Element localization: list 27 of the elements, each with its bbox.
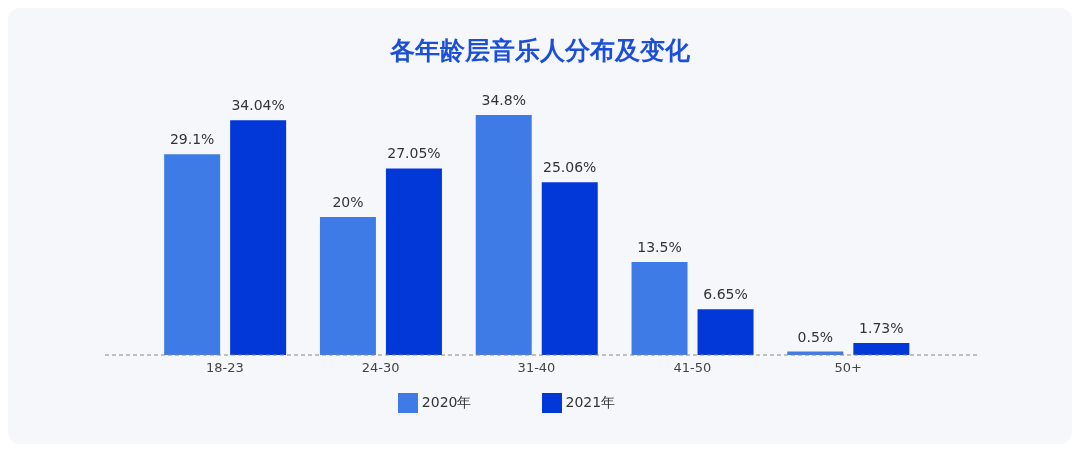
bar [164, 154, 221, 355]
data-label: 1.73% [859, 320, 904, 337]
data-label: 25.06% [543, 159, 597, 176]
data-label: 6.65% [703, 286, 748, 303]
data-label: 13.5% [637, 238, 682, 255]
x-tick-label: 41-50 [673, 360, 712, 376]
x-tick-label: 31-40 [517, 360, 556, 376]
legend-label: 2021年 [565, 394, 616, 410]
bar [230, 120, 287, 355]
bar [385, 168, 442, 355]
bar [475, 115, 532, 355]
chart-title: 各年龄层音乐人分布及变化 [389, 35, 691, 67]
bar [631, 261, 688, 355]
bar [319, 217, 376, 355]
data-label: 27.05% [387, 145, 441, 162]
x-tick-label: 50+ [834, 360, 862, 376]
x-tick-label: 18-23 [206, 360, 244, 376]
bar [697, 309, 754, 355]
data-label: 29.1% [169, 131, 215, 148]
bar [541, 182, 598, 355]
data-label: 0.5% [797, 328, 834, 345]
data-label: 34.8% [481, 92, 526, 108]
data-label: 20% [332, 194, 364, 211]
data-label: 34.04% [231, 97, 285, 114]
x-tick-label: 24-30 [361, 360, 400, 376]
legend-label: 2020年 [421, 394, 472, 410]
bar [853, 343, 910, 355]
